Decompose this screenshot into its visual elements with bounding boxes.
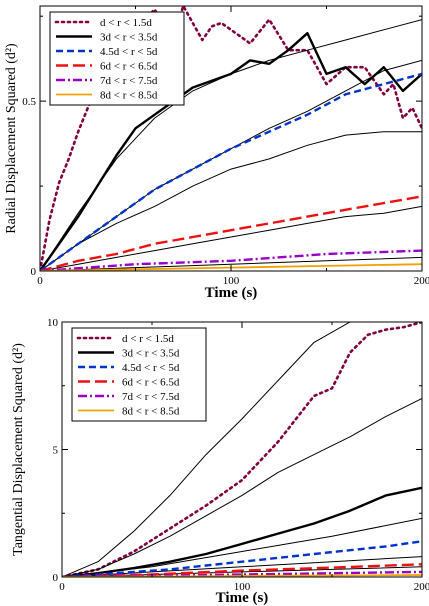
series-line-8 (62, 540, 422, 577)
chart-2: 0 100 200 0 5 10 Time (s) Tangential Displaceme… (11, 317, 429, 606)
x-tick-label: 200 (414, 275, 429, 287)
x-axis-label: Time (s) (205, 285, 258, 301)
x-axis-label: Time (s) (216, 590, 269, 606)
legend-box (49, 11, 185, 106)
legend: d < r < 1.5d 3d < r < 3.5d 4.5d < r < 5d 6d… (71, 327, 207, 422)
y-tick-label: 0.5 (22, 96, 36, 108)
legend-label: 3d < r < 3.5d (100, 32, 158, 44)
legend-label: 7d < r < 7.5d (100, 75, 158, 87)
x-tick-label: 0 (59, 581, 65, 593)
legend-box (71, 327, 207, 422)
legend-label: 6d < r < 6.5d (100, 61, 158, 73)
x-tick-label: 100 (223, 275, 240, 287)
legend: d < r < 1.5d 3d < r < 3.5d 4.5d < r < 5d 6d… (49, 11, 185, 106)
legend-label: 8d < r < 8.5d (100, 90, 158, 102)
y-axis-label: Radial Displacement Squared (d²) (4, 43, 19, 234)
legend-label: 4.5d < r < 5d (122, 362, 180, 374)
legend-label: 6d < r < 6.5d (122, 377, 180, 389)
y-tick-label: 0 (53, 572, 59, 584)
legend-label: 4.5d < r < 5d (100, 46, 158, 58)
x-tick-label: 100 (234, 581, 251, 593)
legend-label: 8d < r < 8.5d (122, 406, 180, 418)
legend-label: d < r < 1.5d (122, 333, 174, 345)
series-line-7 (40, 256, 422, 271)
series-line-5 (40, 131, 422, 271)
series-line-9 (62, 563, 422, 577)
series-group (40, 6, 422, 271)
legend-label: d < r < 1.5d (100, 17, 152, 29)
series-line-10 (40, 249, 422, 271)
series-line-9 (40, 195, 422, 271)
y-tick-label: 10 (47, 317, 59, 329)
series-line-2 (62, 486, 422, 577)
series-line-4 (62, 398, 422, 577)
chart-1: 0 100 200 0 0.5 Time (s) Radial Displacement S… (4, 5, 429, 301)
series-line-6 (40, 205, 422, 271)
series-line-5 (62, 517, 422, 577)
series-line-3 (62, 322, 351, 577)
y-tick-label: 5 (53, 445, 59, 457)
y-axis-label: Tangential Displacement Squared (d²) (11, 343, 26, 556)
series-line-1 (62, 322, 422, 577)
legend-label: 3d < r < 3.5d (122, 348, 180, 360)
x-tick-label: 0 (37, 275, 43, 287)
series-line-3 (40, 19, 422, 271)
legend-label: 7d < r < 7.5d (122, 391, 180, 403)
x-tick-label: 200 (414, 581, 429, 593)
series-line-8 (40, 72, 422, 271)
y-tick-label: 0 (31, 266, 37, 278)
